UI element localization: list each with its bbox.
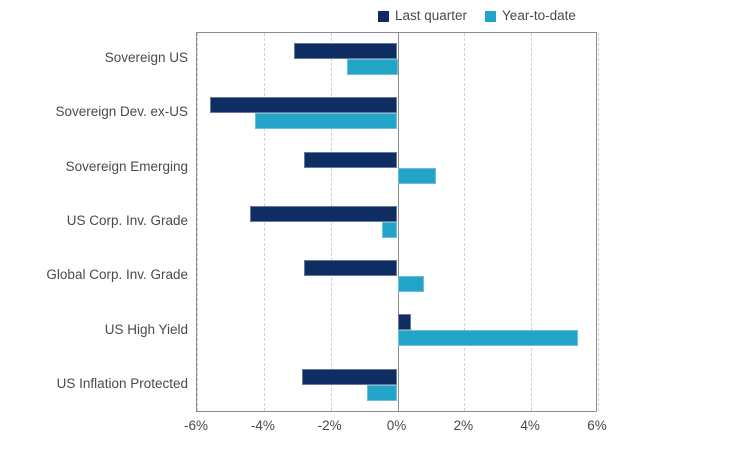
category-label: Global Corp. Inv. Grade bbox=[46, 267, 188, 283]
legend-label-last-quarter: Last quarter bbox=[395, 8, 468, 24]
gridline bbox=[330, 33, 333, 411]
bar[interactable] bbox=[255, 113, 398, 130]
category-label: US Inflation Protected bbox=[56, 375, 188, 391]
bar[interactable] bbox=[397, 314, 411, 331]
x-tick-label: -6% bbox=[183, 418, 209, 433]
bar[interactable] bbox=[303, 151, 398, 168]
x-axis-tick-labels: -6% -4% -2% 0% 2% 4% 6% bbox=[184, 418, 607, 440]
gridline bbox=[464, 33, 466, 411]
legend-swatch-last-quarter bbox=[378, 10, 389, 22]
zero-axis-line bbox=[397, 33, 399, 411]
category-label: US High Yield bbox=[104, 321, 188, 337]
category-label: Sovereign Emerging bbox=[65, 158, 188, 174]
x-tick-label: 4% bbox=[520, 418, 540, 433]
bar-group bbox=[197, 250, 596, 304]
x-tick-label: 2% bbox=[453, 418, 474, 433]
bar[interactable] bbox=[382, 221, 398, 238]
plot-area bbox=[196, 32, 600, 413]
category-label: Sovereign US bbox=[104, 50, 188, 66]
legend-label-year-to-date: Year-to-date bbox=[502, 8, 576, 24]
bar[interactable] bbox=[303, 260, 398, 277]
legend-swatch-year-to-date bbox=[485, 10, 497, 22]
bar-group bbox=[197, 142, 596, 196]
bar[interactable] bbox=[293, 43, 398, 59]
bar[interactable] bbox=[250, 205, 398, 222]
x-tick-label: -2% bbox=[317, 418, 342, 433]
category-axis-labels: Sovereign US Sovereign Dev. ex-US Sovereig… bbox=[0, 32, 188, 412]
bar-group bbox=[197, 33, 596, 87]
bar[interactable] bbox=[397, 167, 436, 184]
bar-group bbox=[197, 87, 596, 141]
gridline bbox=[531, 33, 533, 411]
bar[interactable] bbox=[347, 59, 398, 75]
bar[interactable] bbox=[367, 384, 398, 401]
x-tick-label: -4% bbox=[250, 418, 275, 433]
bar[interactable] bbox=[397, 330, 578, 347]
category-label: US Corp. Inv. Grade bbox=[66, 213, 188, 228]
bar[interactable] bbox=[397, 276, 425, 293]
x-tick-label: 6% bbox=[587, 418, 607, 433]
bar-group bbox=[197, 196, 596, 250]
category-label: Sovereign Dev. ex-US bbox=[55, 104, 188, 120]
bar-group bbox=[197, 359, 596, 413]
chart-legend: Last quarter Year-to-date bbox=[378, 6, 576, 26]
legend-item-year-to-date[interactable]: Year-to-date bbox=[485, 9, 576, 23]
gridline bbox=[263, 33, 266, 411]
bar-group bbox=[197, 304, 596, 358]
bar[interactable] bbox=[302, 368, 398, 385]
x-tick-label: 0% bbox=[386, 418, 407, 433]
gridline bbox=[598, 33, 600, 411]
gridline bbox=[197, 33, 199, 411]
legend-item-last-quarter[interactable]: Last quarter bbox=[378, 9, 467, 23]
bar[interactable] bbox=[210, 97, 398, 114]
